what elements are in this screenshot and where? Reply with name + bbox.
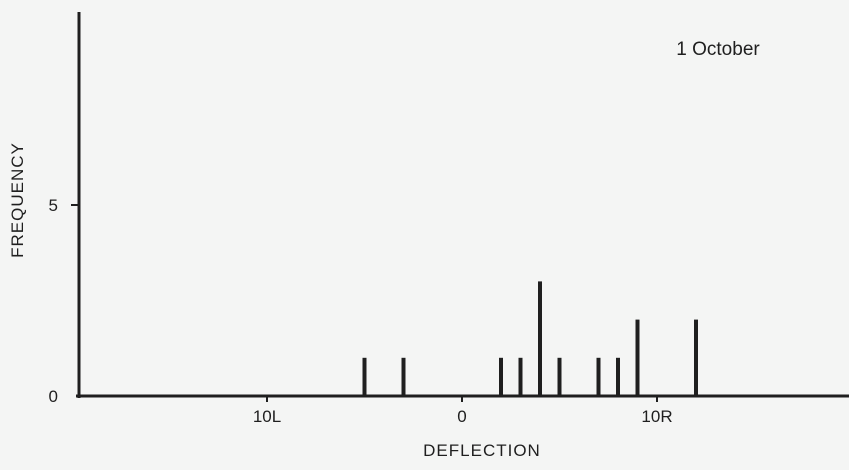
bar-4 — [538, 281, 542, 396]
bar-0 — [362, 357, 367, 396]
x-axis-label: DEFLECTION — [423, 441, 541, 460]
chart-annotation: 1 October — [676, 39, 760, 60]
x-tick-label-1: 0 — [457, 407, 466, 426]
y-tick-label-1: 5 — [49, 196, 58, 215]
x-tick-label-0: 10L — [253, 407, 281, 426]
ticks: 10L 0 10R 0 5 — [49, 196, 673, 426]
bar-3 — [518, 357, 523, 396]
y-tick-label-0: 0 — [49, 387, 58, 406]
bar-2 — [499, 357, 503, 396]
axes — [76, 12, 849, 398]
bar-8 — [635, 319, 640, 396]
y-axis-label: FREQUENCY — [8, 142, 27, 258]
bar-1 — [401, 357, 406, 396]
bar-6 — [596, 357, 601, 396]
bar-5 — [557, 357, 562, 396]
bars — [362, 281, 698, 396]
bar-7 — [616, 357, 620, 396]
x-tick-label-2: 10R — [641, 407, 672, 426]
bar-9 — [694, 319, 698, 396]
